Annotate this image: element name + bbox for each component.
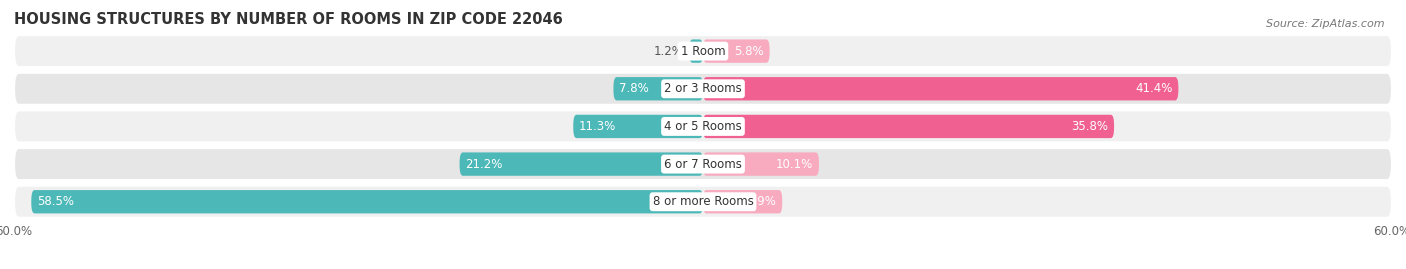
FancyBboxPatch shape xyxy=(703,77,1178,100)
FancyBboxPatch shape xyxy=(689,40,703,63)
Text: 21.2%: 21.2% xyxy=(465,158,503,171)
FancyBboxPatch shape xyxy=(14,35,1392,67)
FancyBboxPatch shape xyxy=(14,148,1392,180)
Text: Source: ZipAtlas.com: Source: ZipAtlas.com xyxy=(1267,19,1385,29)
FancyBboxPatch shape xyxy=(613,77,703,100)
FancyBboxPatch shape xyxy=(703,190,782,213)
FancyBboxPatch shape xyxy=(31,190,703,213)
FancyBboxPatch shape xyxy=(14,110,1392,143)
FancyBboxPatch shape xyxy=(574,115,703,138)
Text: 4 or 5 Rooms: 4 or 5 Rooms xyxy=(664,120,742,133)
Text: 11.3%: 11.3% xyxy=(579,120,616,133)
Text: 41.4%: 41.4% xyxy=(1135,82,1173,95)
Text: 1.2%: 1.2% xyxy=(654,45,683,58)
Text: 58.5%: 58.5% xyxy=(37,195,75,208)
FancyBboxPatch shape xyxy=(460,153,703,176)
Text: 10.1%: 10.1% xyxy=(776,158,813,171)
Text: 2 or 3 Rooms: 2 or 3 Rooms xyxy=(664,82,742,95)
Text: 8 or more Rooms: 8 or more Rooms xyxy=(652,195,754,208)
FancyBboxPatch shape xyxy=(703,40,769,63)
Text: 6 or 7 Rooms: 6 or 7 Rooms xyxy=(664,158,742,171)
Text: 6.9%: 6.9% xyxy=(747,195,776,208)
Text: 1 Room: 1 Room xyxy=(681,45,725,58)
FancyBboxPatch shape xyxy=(703,115,1114,138)
FancyBboxPatch shape xyxy=(14,186,1392,218)
FancyBboxPatch shape xyxy=(703,153,818,176)
Text: HOUSING STRUCTURES BY NUMBER OF ROOMS IN ZIP CODE 22046: HOUSING STRUCTURES BY NUMBER OF ROOMS IN… xyxy=(14,12,562,27)
Text: 5.8%: 5.8% xyxy=(734,45,763,58)
Text: 35.8%: 35.8% xyxy=(1071,120,1108,133)
Text: 7.8%: 7.8% xyxy=(619,82,650,95)
FancyBboxPatch shape xyxy=(14,73,1392,105)
